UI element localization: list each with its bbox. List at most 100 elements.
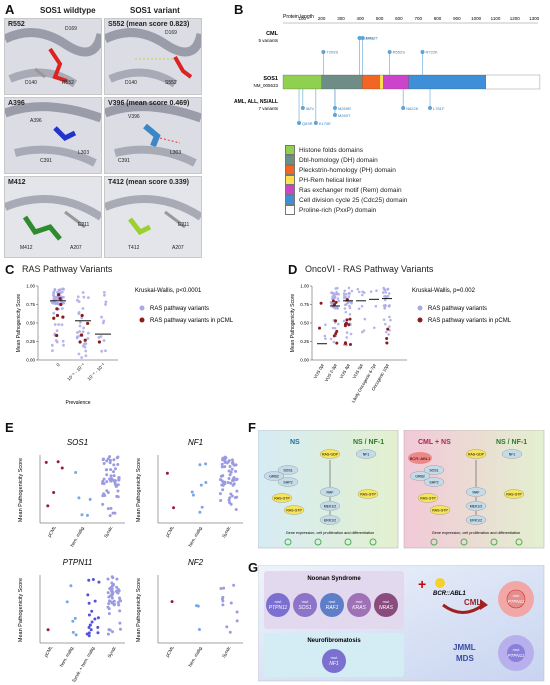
pathway-node-label: RAS-GTP	[432, 509, 448, 513]
data-point	[219, 586, 223, 590]
data-point	[105, 489, 109, 493]
pcml-point	[344, 342, 348, 346]
data-point	[86, 331, 90, 335]
gene-circle	[322, 649, 346, 673]
y-tick-label: 0.00	[26, 358, 35, 363]
data-point	[363, 317, 367, 321]
structure-var-v396	[104, 97, 202, 174]
pathway-diagram: NS NS / NF-1 CML + NS NS / NF-1 SOS1 SHP2…	[258, 430, 545, 549]
data-point	[90, 609, 94, 613]
x-tick-label: pCML	[43, 645, 54, 658]
data-point	[342, 296, 346, 300]
pcml-point	[55, 307, 59, 311]
data-point	[60, 466, 64, 470]
domain-segment	[408, 74, 486, 90]
pathway-node-label: GRB2	[415, 475, 425, 479]
pathway-node	[423, 465, 445, 475]
data-point	[348, 304, 351, 308]
panel-a-col-wildtype: SOS1 wildtype	[40, 6, 96, 15]
jmml-label: JMML	[453, 643, 476, 652]
pcml-point	[347, 323, 351, 327]
data-point	[103, 293, 106, 297]
x-tick-label: Syndr.	[221, 525, 232, 539]
data-point	[118, 621, 122, 625]
x-tick-label: pCML	[47, 525, 58, 538]
data-point	[114, 589, 118, 593]
data-point	[350, 289, 354, 293]
data-point	[223, 465, 227, 469]
data-point	[383, 306, 387, 310]
domain-legend-item: Dbl-homology (DH) domain	[285, 155, 407, 165]
data-point	[105, 473, 109, 477]
data-point	[116, 463, 120, 467]
panel-d-title: OncoVI - RAS Pathway Variants	[305, 264, 434, 274]
pcml-point	[55, 333, 59, 338]
pathway-node	[465, 501, 487, 511]
data-point	[77, 352, 81, 356]
panel-e-letter: E	[5, 420, 14, 435]
aml-variant-dot	[401, 106, 406, 110]
data-point	[349, 300, 352, 304]
cml-variant-dot	[321, 50, 326, 54]
data-point	[112, 474, 116, 478]
pathway-node	[357, 489, 379, 499]
panel-d-letter: D	[288, 262, 298, 277]
gene-name: NF1	[329, 661, 339, 667]
gene-name: RAF1	[326, 605, 339, 611]
pcml-point	[335, 341, 339, 345]
data-point	[80, 316, 84, 320]
data-point	[52, 291, 55, 294]
data-point	[87, 626, 91, 630]
domain-legend-item: Histone folds domains	[285, 145, 407, 155]
x-tick-label: VUS 5pt	[352, 362, 365, 379]
gene-circle	[266, 593, 290, 617]
pcml-point	[334, 319, 338, 323]
data-point	[87, 601, 91, 605]
data-point	[108, 455, 112, 459]
right-title-nsnf1: NS / NF-1	[496, 439, 527, 446]
data-point	[229, 470, 233, 474]
data-point	[90, 620, 94, 624]
data-point	[230, 479, 234, 483]
data-point	[65, 600, 69, 604]
data-point	[111, 470, 115, 474]
gene-mut-label: mut	[383, 599, 391, 604]
data-point	[113, 602, 117, 606]
data-point	[115, 585, 119, 589]
row1-wt-label-3: R552	[62, 80, 74, 86]
row3-wt-title: M412	[8, 179, 26, 186]
data-point	[229, 502, 233, 506]
cml-variant-dot	[420, 50, 425, 54]
data-point	[109, 506, 113, 510]
data-point	[384, 303, 387, 307]
protein-tick: 900	[453, 16, 461, 21]
domain-segment	[485, 74, 541, 90]
y-tick-label: 0.75	[26, 302, 35, 307]
x-tick-label: hem. malig.	[187, 525, 203, 548]
gene-label: SOS1	[263, 76, 278, 82]
structure-var-s552	[104, 18, 202, 95]
pathway-node	[429, 505, 451, 515]
data-point	[191, 493, 195, 497]
panel-a-letter: A	[5, 2, 15, 17]
y-axis-label: Mean Pathogenicity Score	[16, 294, 22, 353]
pcml-point	[59, 302, 63, 307]
subplot-gene-title: NF2	[188, 558, 204, 567]
pathway-node-label: RAS-GTP	[286, 509, 302, 513]
data-point	[230, 458, 234, 462]
legend-label: Cell division cycle 25 (Cdc25) domain	[299, 196, 408, 204]
pcml-point	[78, 340, 82, 344]
panel-d-plot: 0.00 0.25 0.50 0.75 1.00 Mean Pathogenicity S…	[290, 284, 512, 404]
data-point	[225, 461, 229, 465]
legend-swatch	[285, 145, 295, 155]
data-point	[231, 460, 235, 464]
data-point	[220, 465, 224, 469]
panel-g-letter: G	[248, 560, 259, 575]
data-point	[227, 476, 231, 480]
data-point	[87, 613, 91, 617]
data-point	[102, 462, 106, 466]
row3-wt-label-2: M412	[20, 245, 33, 251]
data-point	[86, 593, 90, 597]
domain-legend-item: Cell division cycle 25 (Cdc25) domain	[285, 195, 407, 205]
